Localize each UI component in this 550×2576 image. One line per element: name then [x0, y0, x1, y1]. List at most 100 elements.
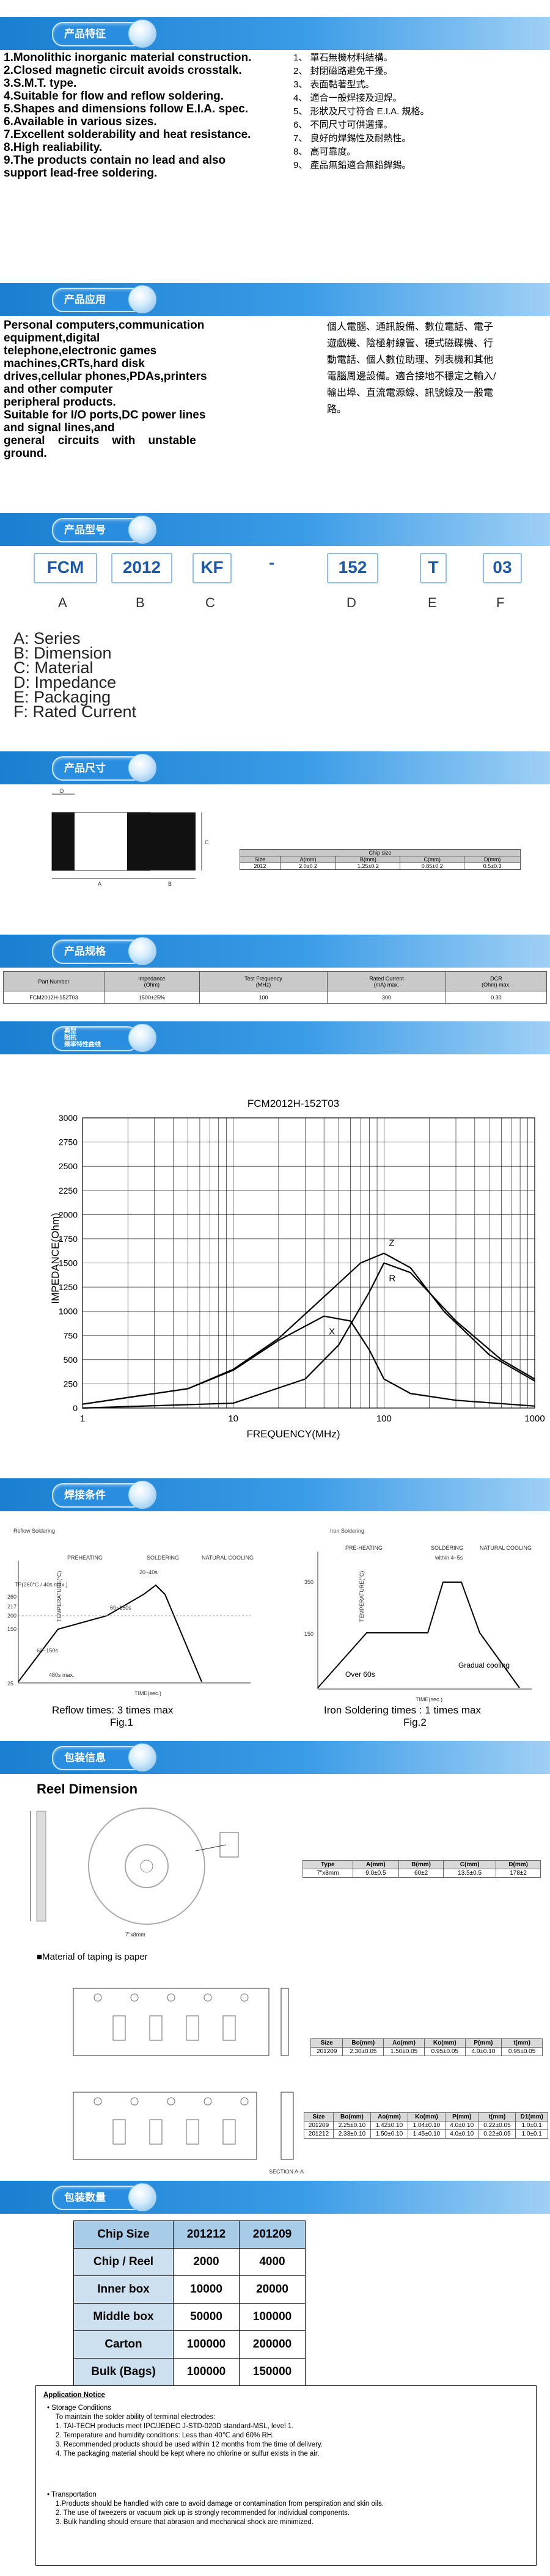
iron-caption: Iron Soldering times : 1 times max	[324, 1704, 481, 1716]
table-cell: 2012	[240, 863, 280, 870]
table-cell: 150000	[239, 2358, 306, 2386]
table-cell: 2.30±0.05	[342, 2047, 384, 2056]
col-header: Rated Current (mA) max.	[327, 971, 446, 991]
app-line-cn: 路。	[327, 404, 347, 415]
section-header-packaging: 包装信息	[0, 1741, 550, 1774]
table-row: 2012 2.0±0.2 1.25±0.2 0.85±0.2 0.5±0.3	[240, 863, 521, 870]
col-header: D1(mm)	[515, 2112, 548, 2122]
reflow-xlabel: TIME(sec.)	[134, 1690, 161, 1696]
legend-item: B: Dimension	[13, 644, 112, 662]
series-label: Z	[389, 1238, 394, 1249]
iron-fig: Fig.2	[403, 1717, 427, 1728]
transport-item: 1.Products should be handled with care t…	[56, 2500, 384, 2508]
phase-label: NATURAL COOLING	[202, 1555, 254, 1561]
table-row: Middle box 50000 100000	[73, 2303, 306, 2331]
feature-line-cn: 7、 良好的焊錫性及耐熱性。	[293, 133, 411, 144]
col-header: D(mm)	[464, 856, 521, 863]
table-cell: 0.5±0.3	[464, 863, 521, 870]
table-row: FCM2012H-152T03 1500±25% 100 300 0.30	[3, 991, 548, 1004]
row-header: Middle box	[73, 2303, 174, 2331]
feature-line-cn: 9、 產品無鉛適合無鉛銲錫。	[293, 160, 411, 170]
col-header: Ko(mm)	[424, 2038, 466, 2048]
feature-line: 7.Excellent solderability and heat resis…	[4, 128, 251, 141]
col-header: DCR (Ohm) max.	[445, 971, 548, 991]
col-header: Type	[302, 1860, 353, 1869]
chart-ylabel: IMPEDANCE(Ohm)	[50, 1213, 61, 1304]
feature-line-cn: 3、 表面黏著型式。	[293, 79, 375, 90]
col-header: t(mm)	[478, 2112, 516, 2122]
table-cell: 201212	[304, 2129, 334, 2139]
section-header-application: 产品应用	[0, 283, 550, 316]
app-line-cn: 電腦周邊設備。適合接地不穩定之輸入/	[327, 371, 496, 382]
section-title: 产品型号	[52, 518, 144, 542]
pn-box-current: 03	[483, 553, 522, 583]
y-tick-label: 2750	[59, 1137, 78, 1147]
app-line-cn: 遊戲機、陰極射線管、硬式磁碟機、行	[327, 338, 494, 349]
col-header: 201212	[173, 2220, 240, 2249]
table-cell: 9.0±0.5	[352, 1869, 400, 1878]
table-cell: 201209	[304, 2121, 334, 2130]
application-notice: Application Notice • Storage Conditions …	[35, 2385, 537, 2566]
col-header: B(mm)	[336, 856, 401, 863]
storage-item: 1. TAI-TECH products meet IPC/JEDEC J-ST…	[56, 2423, 294, 2430]
dim-label-c: C	[205, 839, 209, 845]
quantity-table: Chip Size 201212 201209 Chip / Reel 2000…	[73, 2220, 306, 2386]
table-cell: 100000	[239, 2303, 306, 2331]
pn-letter: B	[136, 595, 145, 610]
row-header: Bulk (Bags)	[73, 2358, 174, 2386]
x-tick-label: 1	[80, 1414, 85, 1424]
chart-title: FCM2012H-152T03	[248, 1100, 339, 1109]
storage-item: 2. Temperature and humidity conditions: …	[56, 2432, 274, 2439]
section-title: 典型 阻抗 频率特性曲线	[52, 1026, 139, 1051]
table-cell: 100	[199, 991, 328, 1004]
chart-grid	[82, 1117, 535, 1409]
app-line: and other computer	[4, 383, 113, 396]
table-cell: 201209	[310, 2047, 343, 2056]
feature-line-cn: 8、 高可靠度。	[293, 147, 356, 157]
col-header: Bo(mm)	[342, 2038, 384, 2048]
dim-label-b: B	[168, 881, 172, 887]
feature-line-cn: 5、 形狀及尺寸符合 E.I.A. 規格。	[293, 106, 430, 117]
reel-table: Type A(mm) B(mm) C(mm) D(mm) 7"x8mm 9.0±…	[302, 1860, 541, 1878]
transport-item: 2. The use of tweezers or vacuum pick up…	[56, 2509, 350, 2517]
table-cell: 0.22±0.05	[478, 2129, 516, 2139]
app-line: Personal computers,communication	[4, 319, 205, 332]
features-cn: 1、 單石無機材料結構。 2、 封閉磁路避免干擾。 3、 表面黏著型式。 4、 …	[293, 51, 538, 172]
gradual-label: Gradual cooling	[458, 1661, 510, 1669]
table-cell: 1500±25%	[104, 991, 200, 1004]
row-header: Carton	[73, 2330, 174, 2359]
table-cell: 0.85±0.2	[400, 863, 465, 870]
feature-line: 5.Shapes and dimensions follow E.I.A. sp…	[4, 103, 249, 115]
table-cell: 100000	[173, 2358, 240, 2386]
table-row: 201212 2.33±0.10 1.50±0.10 1.45±0.10 4.0…	[304, 2129, 548, 2139]
pn-dash: -	[269, 553, 275, 572]
col-header: A(mm)	[279, 856, 337, 863]
series-line-r	[82, 1262, 535, 1409]
series-label: X	[329, 1327, 335, 1337]
reflow-fig: Fig.1	[110, 1717, 133, 1728]
storage-intro: To maintain the solder ability of termin…	[56, 2414, 216, 2421]
orb-icon	[128, 20, 156, 48]
y-tick-label: 2000	[59, 1210, 78, 1219]
col-header: Part Number	[3, 971, 105, 991]
y-tick-label: 750	[64, 1330, 78, 1340]
table-cell: 1.50±0.10	[370, 2129, 408, 2139]
app-line: drives,cellular phones,PDAs,printers	[4, 370, 207, 383]
title-line: 频率特性曲线	[64, 1042, 101, 1048]
orb-icon	[128, 1743, 156, 1771]
taping-note: ■Material of taping is paper	[37, 1952, 148, 1962]
phase-label: PRE-HEATING	[345, 1545, 383, 1551]
transport-head: Transportation	[51, 2491, 97, 2498]
over-label: Over 60s	[345, 1670, 375, 1679]
table-cell: 1.42±0.10	[370, 2121, 408, 2130]
table-row: Carton 100000 200000	[73, 2330, 306, 2359]
dim-label-a: A	[98, 881, 101, 887]
table-cell: 4.0±0.10	[445, 2129, 479, 2139]
app-line-cn: 輸出埠、直流電源線、訊號線及一般電	[327, 388, 494, 398]
table-cell: FCM2012H-152T03	[3, 991, 105, 1004]
table-cell: 100000	[173, 2330, 240, 2359]
tick-label: 25	[7, 1680, 13, 1687]
reel-outer	[88, 1808, 205, 1925]
table-cell: 4.0±0.10	[445, 2121, 479, 2130]
series-line-z	[82, 1252, 535, 1405]
